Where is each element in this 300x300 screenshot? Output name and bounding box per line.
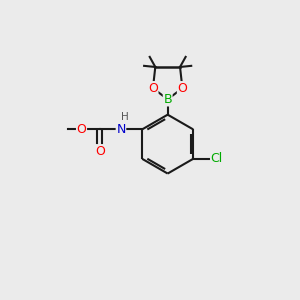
Text: N: N	[116, 123, 126, 136]
Text: O: O	[148, 82, 158, 95]
Text: O: O	[76, 123, 86, 136]
Text: H: H	[121, 112, 129, 122]
Text: Cl: Cl	[211, 152, 223, 165]
Text: B: B	[164, 93, 172, 106]
Text: O: O	[178, 82, 187, 95]
Text: methyl: methyl	[67, 128, 72, 129]
Text: O: O	[95, 145, 105, 158]
